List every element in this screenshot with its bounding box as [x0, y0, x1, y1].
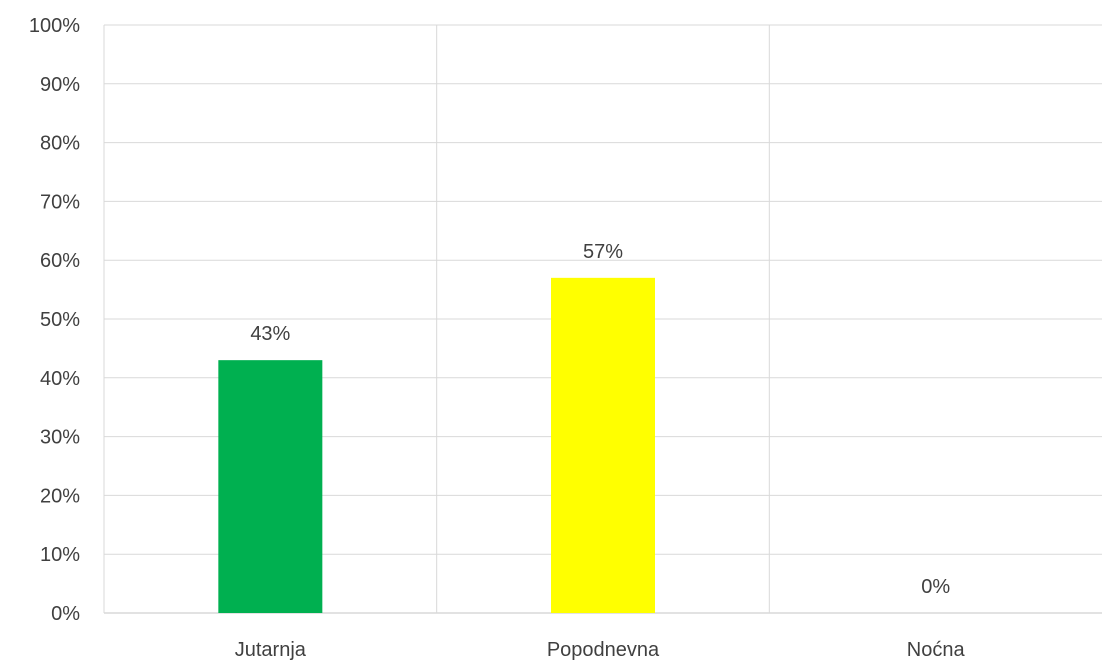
bars: [218, 277, 655, 613]
y-tick-label: 80%: [40, 133, 80, 155]
y-tick-label: 50%: [40, 309, 80, 331]
y-tick-label: 10%: [40, 544, 80, 566]
bar: [551, 277, 655, 613]
y-tick-label: 40%: [40, 368, 80, 390]
x-category-label: Noćna: [907, 639, 966, 661]
data-label: 0%: [921, 576, 950, 598]
y-tick-label: 30%: [40, 427, 80, 449]
y-tick-label: 100%: [29, 15, 80, 37]
y-tick-label: 60%: [40, 250, 80, 272]
x-category-label: Jutarnja: [235, 639, 307, 661]
bar: [218, 360, 323, 613]
labels: 0% 10% 20% 30% 40% 50% 60% 70% 80% 90% 100% 43% Juta…: [29, 15, 966, 661]
x-category-label: Popodnevna: [547, 639, 660, 661]
y-tick-label: 0%: [51, 603, 80, 625]
data-label: 43%: [250, 323, 290, 345]
y-tick-label: 70%: [40, 191, 80, 213]
y-tick-label: 90%: [40, 74, 80, 96]
y-tick-label: 20%: [40, 485, 80, 507]
data-label: 57%: [583, 241, 623, 263]
